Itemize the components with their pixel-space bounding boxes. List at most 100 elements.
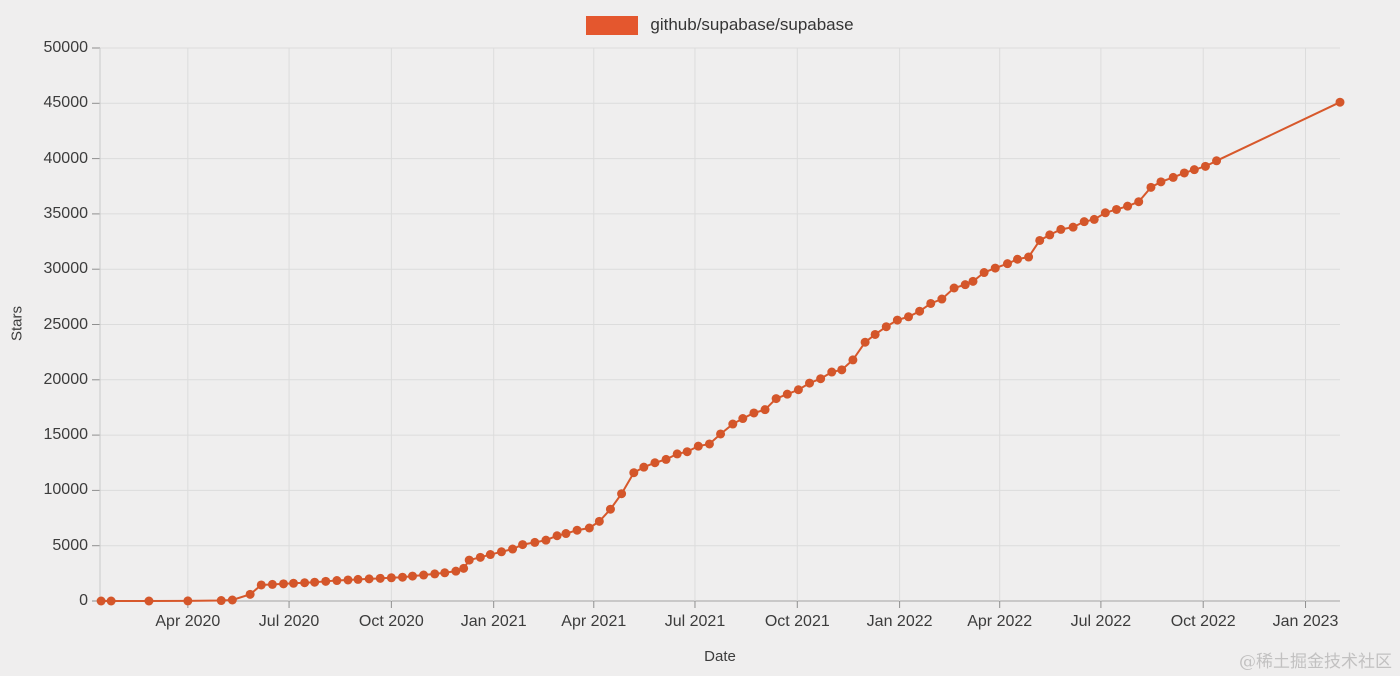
y-tick-label: 5000 (52, 536, 88, 554)
x-tick-label: Apr 2020 (155, 613, 221, 630)
y-tick-label: 20000 (43, 370, 89, 388)
data-point (1056, 224, 1066, 234)
data-point (1024, 252, 1034, 262)
data-point (704, 439, 714, 449)
legend-label: github/supabase/supabase (650, 15, 854, 34)
data-point (682, 447, 692, 457)
data-point (760, 405, 770, 415)
x-tick-label: Apr 2021 (561, 613, 627, 630)
data-point (300, 578, 310, 588)
data-point (227, 595, 237, 605)
data-point (1168, 172, 1178, 182)
data-point (816, 374, 826, 384)
x-tick-label: Jan 2021 (460, 613, 527, 630)
data-point (1156, 177, 1166, 187)
data-point (937, 294, 947, 304)
data-point (979, 268, 989, 278)
data-point (1146, 182, 1156, 192)
data-point (419, 570, 429, 580)
data-point (594, 516, 604, 526)
data-point (650, 458, 660, 468)
data-point (904, 312, 914, 322)
data-point (1002, 259, 1012, 269)
data-point (990, 263, 1000, 273)
y-tick-label: 25000 (43, 315, 89, 333)
data-point (1012, 254, 1022, 264)
data-point (892, 315, 902, 325)
data-point (572, 525, 582, 535)
data-point (144, 596, 154, 606)
data-point (1068, 222, 1078, 232)
data-point (332, 576, 342, 586)
data-point (860, 337, 870, 347)
data-point (508, 544, 518, 554)
data-point (375, 573, 385, 583)
data-point (960, 280, 970, 290)
data-point (827, 367, 837, 377)
data-point (530, 537, 540, 547)
y-tick-label: 15000 (43, 426, 89, 444)
data-point (245, 589, 255, 599)
x-tick-label: Oct 2021 (764, 613, 830, 630)
data-point (430, 569, 440, 579)
data-point (561, 529, 571, 539)
data-point (475, 552, 485, 562)
y-tick-label: 40000 (43, 149, 89, 167)
data-point (310, 577, 320, 587)
data-point (584, 523, 594, 533)
data-point (870, 329, 880, 339)
data-point (1045, 230, 1055, 240)
data-point (915, 306, 925, 316)
data-point (1079, 217, 1089, 227)
data-point (968, 276, 978, 286)
data-point (738, 414, 748, 424)
data-point (440, 568, 450, 578)
x-tick-label: Jul 2022 (1070, 613, 1132, 630)
data-point (451, 566, 461, 576)
x-tick-label: Apr 2022 (967, 613, 1033, 630)
data-point (216, 596, 226, 606)
y-tick-label: 35000 (43, 204, 89, 222)
data-point (1200, 161, 1210, 171)
data-point (1335, 97, 1345, 107)
data-point (353, 574, 363, 584)
series-line (101, 101, 1341, 602)
data-point (106, 596, 116, 606)
data-point (782, 389, 792, 399)
data-point (321, 576, 331, 586)
data-point (949, 283, 959, 293)
data-point (639, 462, 649, 472)
data-point (805, 378, 815, 388)
data-point (364, 574, 374, 584)
x-tick-label: Oct 2020 (358, 613, 424, 630)
data-point (278, 579, 288, 589)
data-point (552, 531, 562, 541)
data-point (289, 578, 299, 588)
y-tick-label: 50000 (43, 39, 89, 56)
y-tick-label: 45000 (43, 94, 89, 112)
legend-swatch (586, 15, 639, 35)
data-point (518, 540, 528, 550)
data-point (343, 575, 353, 585)
data-point (256, 580, 266, 590)
data-point (693, 441, 703, 451)
data-point (672, 449, 682, 459)
data-point (485, 550, 495, 560)
data-point (716, 429, 726, 439)
data-point (464, 555, 474, 565)
data-point (629, 468, 639, 478)
data-point (661, 454, 671, 464)
data-point (749, 408, 759, 418)
data-point (1134, 197, 1144, 207)
data-point (1111, 204, 1121, 214)
x-tick-label: Jul 2021 (664, 613, 726, 630)
x-axis-title: Date (704, 648, 736, 665)
data-point (496, 547, 506, 557)
data-point (837, 365, 847, 375)
data-point (771, 394, 781, 404)
data-point (267, 579, 277, 589)
data-point (1212, 156, 1222, 166)
data-point (96, 596, 106, 606)
